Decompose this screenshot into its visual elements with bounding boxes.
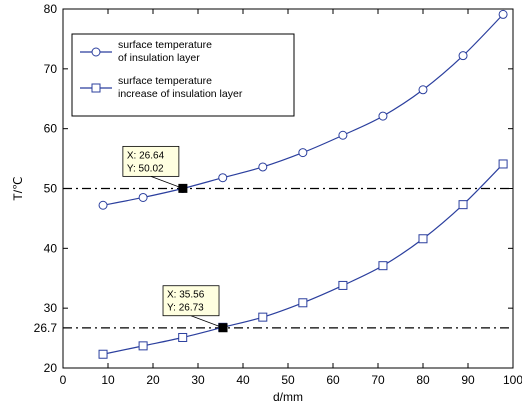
series-0-point [498,9,508,19]
datatip-leader [190,315,224,329]
series-0-point [258,162,268,172]
series-1-point [418,234,428,244]
series-0-point [418,85,428,95]
series-1-point [258,312,268,322]
series-1-point [378,261,388,271]
datatip-box [162,285,220,317]
x-tick-label: 30 [191,373,205,387]
x-axis-label: d/mm [273,390,303,404]
series-1-point [298,298,308,308]
series-0-point [218,173,228,183]
y-tick-label-extra: 26.7 [34,321,58,335]
x-tick-label: 90 [461,373,475,387]
series-1-point [458,200,468,210]
series-0-point [298,148,308,158]
legend-box [71,33,295,117]
y-tick-label: 40 [44,241,58,255]
datatip-y: Y: 50.02 [127,163,164,174]
legend-label-0: of insulation layer [118,52,200,64]
x-tick-label: 20 [146,373,160,387]
datatip-x: X: 26.64 [127,150,165,161]
y-tick-label: 80 [44,2,58,16]
legend-label-1: increase of insulation layer [118,88,243,100]
legend-marker-0 [91,47,101,57]
x-tick-label: 50 [281,373,295,387]
x-tick-label: 60 [326,373,340,387]
x-tick-label: 80 [416,373,430,387]
series-1-point [338,280,348,290]
series-1-point [138,341,148,351]
series-0-point [378,111,388,121]
series-0-point [98,200,108,210]
x-tick-label: 70 [371,373,385,387]
x-tick-label: 100 [503,373,522,387]
series-0-point [338,130,348,140]
series-0-point [458,51,468,61]
datatip-leader [150,176,184,189]
x-tick-label: 40 [236,373,250,387]
datatip-marker [218,323,228,333]
y-axis-label: T/℃ [11,176,25,200]
legend-label-1: surface temperature [118,75,212,87]
y-tick-label: 60 [44,122,58,136]
series-1-point [98,349,108,359]
y-tick-label: 70 [44,62,58,76]
y-tick-label: 20 [44,361,58,375]
series-0-point [138,192,148,202]
y-tick-label: 50 [44,182,58,196]
series-1-point [178,332,188,342]
legend-label-0: surface temperature [118,39,212,51]
datatip-x: X: 35.56 [167,290,205,301]
x-tick-label: 10 [101,373,115,387]
datatip-y: Y: 26.73 [167,303,204,314]
legend-marker-1 [91,83,101,93]
datatip-marker [178,183,188,193]
datatip-box [122,145,180,177]
series-1-point [498,159,508,169]
y-tick-label: 30 [44,301,58,315]
x-tick-label: 0 [60,373,67,387]
